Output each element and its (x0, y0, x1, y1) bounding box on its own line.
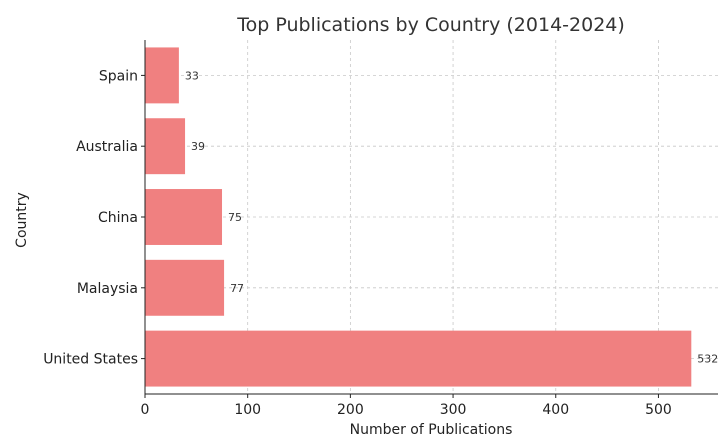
x-tick-label: 400 (542, 402, 569, 418)
chart-title: Top Publications by Country (2014-2024) (236, 14, 625, 36)
bar (145, 259, 225, 316)
x-axis-label: Number of Publications (350, 422, 513, 437)
y-tick-label: China (98, 210, 138, 226)
bar (145, 118, 186, 175)
bars (145, 47, 692, 387)
x-tick-label: 100 (234, 402, 261, 418)
bar (145, 189, 223, 245)
bar-value-label: 39 (191, 140, 205, 153)
bar-value-label: 33 (185, 69, 199, 82)
y-tick-label: Spain (99, 68, 138, 84)
value-labels: 532 77 75 39 33 (185, 69, 718, 365)
x-tick-label: 300 (440, 402, 467, 418)
bar-value-label: 532 (697, 353, 718, 366)
bar-value-label: 75 (228, 211, 242, 224)
x-tick-labels: 0 100 200 300 400 500 (141, 394, 672, 418)
y-tick-labels: United States Malaysia China Australia Spain (43, 68, 145, 368)
x-tick-label: 500 (645, 402, 672, 418)
bar (145, 47, 179, 104)
y-tick-label: Australia (76, 139, 138, 155)
x-tick-label: 200 (337, 402, 364, 418)
y-tick-label: Malaysia (77, 281, 138, 297)
y-tick-label: United States (43, 352, 138, 368)
bar-value-label: 77 (230, 282, 244, 295)
bar (145, 330, 692, 387)
y-axis-label: Country (14, 192, 30, 248)
x-tick-label: 0 (141, 402, 150, 418)
